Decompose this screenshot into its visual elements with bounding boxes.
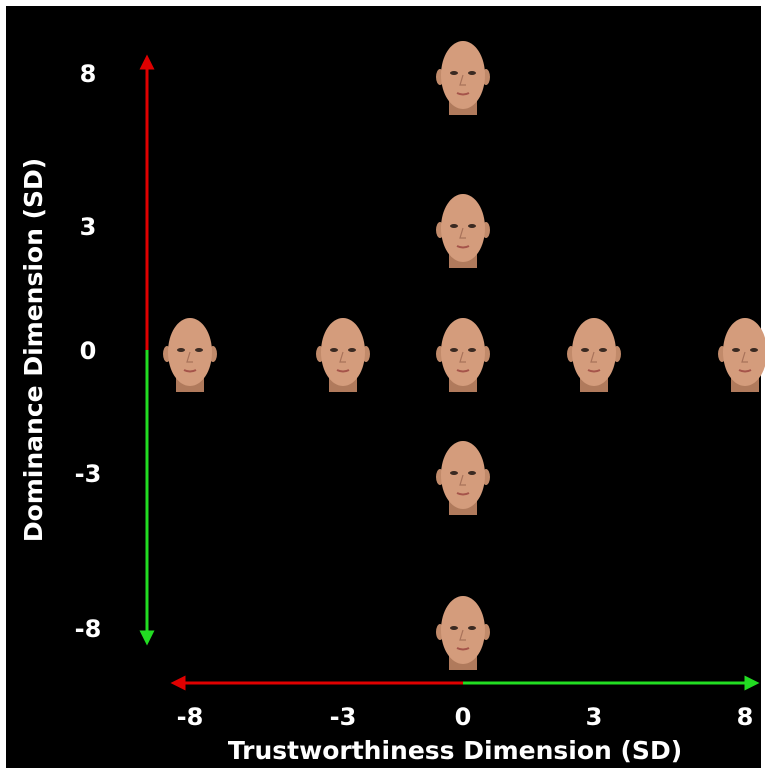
y-tick-label: 8 [80, 60, 97, 88]
face-nose [459, 74, 466, 86]
face-nose [459, 351, 466, 363]
face-nose [186, 351, 193, 363]
face-eye [468, 626, 476, 630]
face-eye [468, 348, 476, 352]
face-mouth [456, 92, 470, 96]
face-mouth [456, 245, 470, 249]
face [316, 318, 370, 392]
face-eye [195, 348, 203, 352]
face-mouth [587, 369, 601, 373]
x-tick-label: 3 [586, 703, 603, 731]
x-tick-label: 8 [737, 703, 754, 731]
face-eye [450, 71, 458, 75]
x-axis-title: Trustworthiness Dimension (SD) [228, 736, 682, 765]
face-mouth [456, 492, 470, 496]
face-nose [741, 351, 748, 363]
face-head [723, 318, 765, 386]
x-tick-label: 0 [455, 703, 472, 731]
y-tick-label: 0 [80, 337, 97, 365]
x-tick-label: -3 [330, 703, 357, 731]
face-eye [177, 348, 185, 352]
face-eye [348, 348, 356, 352]
face-eye [581, 348, 589, 352]
face [436, 441, 490, 515]
face [567, 318, 621, 392]
face-nose [339, 351, 346, 363]
face-mouth [336, 369, 350, 373]
face-eye [732, 348, 740, 352]
face-mouth [738, 369, 752, 373]
face-mouth [183, 369, 197, 373]
face-eye [330, 348, 338, 352]
y-tick-label: 3 [80, 213, 97, 241]
face-nose [459, 227, 466, 239]
face [163, 318, 217, 392]
face-eye [468, 71, 476, 75]
face [436, 596, 490, 670]
face [436, 41, 490, 115]
face-eye [450, 224, 458, 228]
face-nose [459, 474, 466, 486]
face-mouth [456, 647, 470, 651]
background [6, 6, 761, 768]
y-axis-title: Dominance Dimension (SD) [19, 158, 48, 542]
y-tick-label: -3 [75, 460, 102, 488]
face-eye [599, 348, 607, 352]
face [718, 318, 765, 392]
face [436, 318, 490, 392]
face [436, 194, 490, 268]
y-tick-label: -8 [75, 615, 102, 643]
face-eye [450, 626, 458, 630]
face-eye [468, 471, 476, 475]
faces [163, 41, 765, 670]
face-mouth [456, 369, 470, 373]
face-eye [450, 348, 458, 352]
face-eye [750, 348, 758, 352]
face-eye [468, 224, 476, 228]
face-nose [590, 351, 597, 363]
x-tick-label: -8 [177, 703, 204, 731]
face-eye [450, 471, 458, 475]
face-nose [459, 629, 466, 641]
